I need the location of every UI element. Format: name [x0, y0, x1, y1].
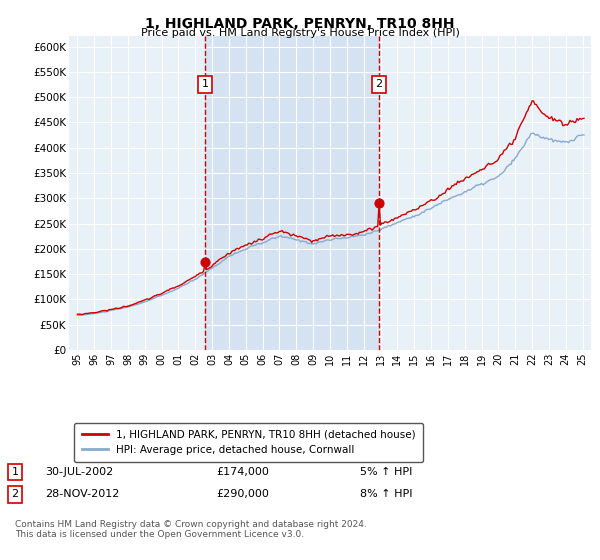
Text: £174,000: £174,000: [216, 467, 269, 477]
Text: Price paid vs. HM Land Registry's House Price Index (HPI): Price paid vs. HM Land Registry's House …: [140, 28, 460, 38]
Legend: 1, HIGHLAND PARK, PENRYN, TR10 8HH (detached house), HPI: Average price, detache: 1, HIGHLAND PARK, PENRYN, TR10 8HH (deta…: [74, 423, 423, 463]
Point: [200, 258, 210, 267]
Point: [374, 199, 384, 208]
Text: 1: 1: [202, 80, 209, 90]
Bar: [205, 36, 379, 350]
Text: 5% ↑ HPI: 5% ↑ HPI: [360, 467, 412, 477]
Text: £290,000: £290,000: [216, 489, 269, 500]
Text: 8% ↑ HPI: 8% ↑ HPI: [360, 489, 413, 500]
Text: 2: 2: [376, 80, 383, 90]
Text: Contains HM Land Registry data © Crown copyright and database right 2024.
This d: Contains HM Land Registry data © Crown c…: [15, 520, 367, 539]
Text: 1, HIGHLAND PARK, PENRYN, TR10 8HH: 1, HIGHLAND PARK, PENRYN, TR10 8HH: [145, 17, 455, 31]
Text: 2: 2: [11, 489, 19, 500]
Text: 30-JUL-2002: 30-JUL-2002: [45, 467, 113, 477]
Text: 28-NOV-2012: 28-NOV-2012: [45, 489, 119, 500]
Text: 1: 1: [11, 467, 19, 477]
